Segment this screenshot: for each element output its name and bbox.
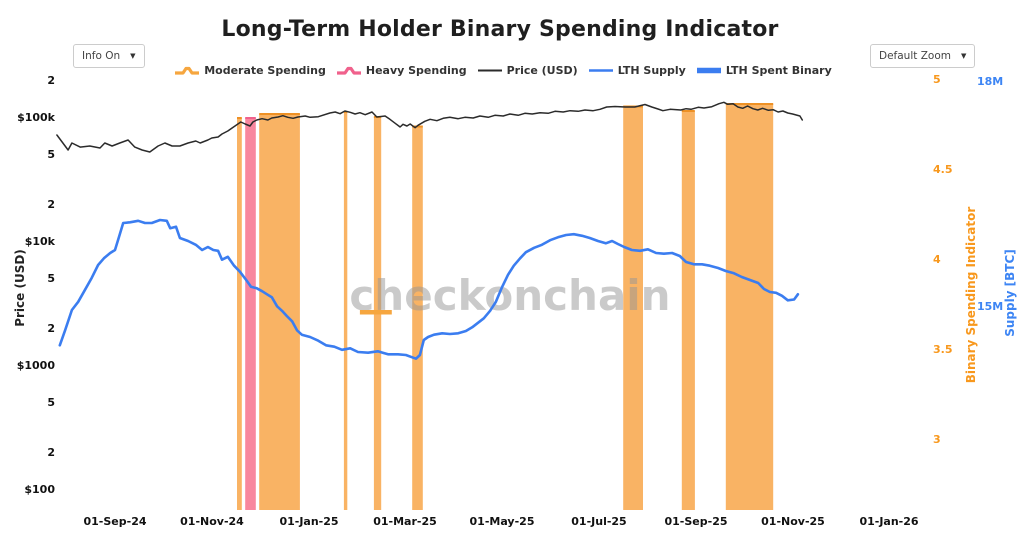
legend: Moderate Spending Heavy Spending Price (… (0, 64, 1006, 77)
price-axis-tick: 5 (47, 396, 55, 409)
price-axis-title: Price (USD) (13, 249, 27, 327)
moderate-spending-band (725, 104, 774, 510)
price-axis-tick: $100k (17, 111, 55, 124)
price-line (56, 101, 804, 153)
legend-item-lth-supply[interactable]: LTH Supply (588, 64, 686, 77)
moderate-spending-band (681, 111, 695, 510)
heavy-spending-band (245, 118, 256, 510)
legend-label: Heavy Spending (365, 64, 467, 77)
moderate-spending-band (343, 112, 348, 510)
price-axis-tick: 5 (47, 272, 55, 285)
moderate-band-marker-icon (175, 66, 200, 75)
price-axis-tick: 5 (47, 148, 55, 161)
x-axis-tick: 01-Jul-25 (571, 515, 627, 528)
lth-supply-marker-icon (588, 69, 613, 72)
moderate-spending-band (623, 106, 643, 510)
x-axis-tick: 01-May-25 (469, 515, 535, 528)
x-axis-tick: 01-Nov-25 (761, 515, 825, 528)
indicator-axis-title: Binary Spending Indicator (964, 206, 978, 384)
price-axis-tick: $10k (24, 235, 55, 248)
lth-supply-line (58, 218, 800, 361)
indicator-axis-tick: 3.5 (933, 343, 953, 356)
moderate-spending-band (259, 114, 300, 510)
indicator-axis-tick: 4.5 (933, 163, 953, 176)
lth-spent-binary-marker-icon (696, 67, 721, 74)
price-axis-tick: $1000 (16, 359, 55, 372)
default-zoom-dropdown[interactable]: Default Zoom ▼ (870, 44, 976, 68)
legend-label: LTH Spent Binary (725, 64, 832, 77)
price-line-marker-icon (477, 69, 502, 72)
heavy-band-marker-icon (336, 66, 361, 75)
x-axis-tick: 01-Sep-25 (664, 515, 728, 528)
heavy-band-marker-shape (336, 66, 361, 75)
legend-item-lth-spent-binary[interactable]: LTH Spent Binary (696, 64, 832, 77)
info-dropdown[interactable]: Info On ▼ (73, 44, 145, 68)
chevron-down-icon: ▼ (960, 52, 967, 60)
legend-item-moderate-spending[interactable]: Moderate Spending (174, 64, 326, 77)
x-axis-tick: 01-Sep-24 (83, 515, 147, 528)
x-axis-tick: 01-Jan-26 (859, 515, 919, 528)
price-axis-tick: 2 (47, 446, 55, 459)
price-axis-tick: 2 (47, 322, 55, 335)
supply-axis-title: Supply [BTC] (1003, 249, 1017, 337)
x-axis-tick: 01-Jan-25 (279, 515, 339, 528)
legend-label: LTH Supply (617, 64, 686, 77)
indicator-axis-tick: 3 (933, 433, 941, 446)
series-lines-layer (56, 101, 804, 361)
supply-axis-tick: 15M (977, 300, 1004, 313)
chevron-down-icon: ▼ (130, 52, 136, 60)
spending-bands-layer (237, 103, 774, 510)
watermark: checkonchain (349, 271, 670, 320)
moderate-spending-band (412, 126, 423, 510)
indicator-axis-tick: 4 (933, 253, 941, 266)
legend-label: Price (USD) (506, 64, 578, 77)
indicator-axis-tick: 5 (933, 73, 941, 86)
info-dropdown-label: Info On (82, 50, 121, 62)
supply-axis-tick: 18M (977, 75, 1004, 88)
x-axis-tick: 01-Mar-25 (373, 515, 437, 528)
price-axis-tick: $100 (24, 483, 55, 496)
x-axis-tick: 01-Nov-24 (180, 515, 244, 528)
price-axis-tick: 2 (47, 198, 55, 211)
legend-label: Moderate Spending (204, 64, 326, 77)
legend-item-price[interactable]: Price (USD) (477, 64, 578, 77)
moderate-band-marker-shape (175, 66, 200, 75)
default-zoom-dropdown-label: Default Zoom (879, 50, 951, 62)
moderate-spending-band (237, 118, 242, 510)
page-title: Long-Term Holder Binary Spending Indicat… (221, 17, 779, 42)
price-axis-tick: 2 (47, 74, 55, 87)
legend-item-heavy-spending[interactable]: Heavy Spending (336, 64, 467, 77)
